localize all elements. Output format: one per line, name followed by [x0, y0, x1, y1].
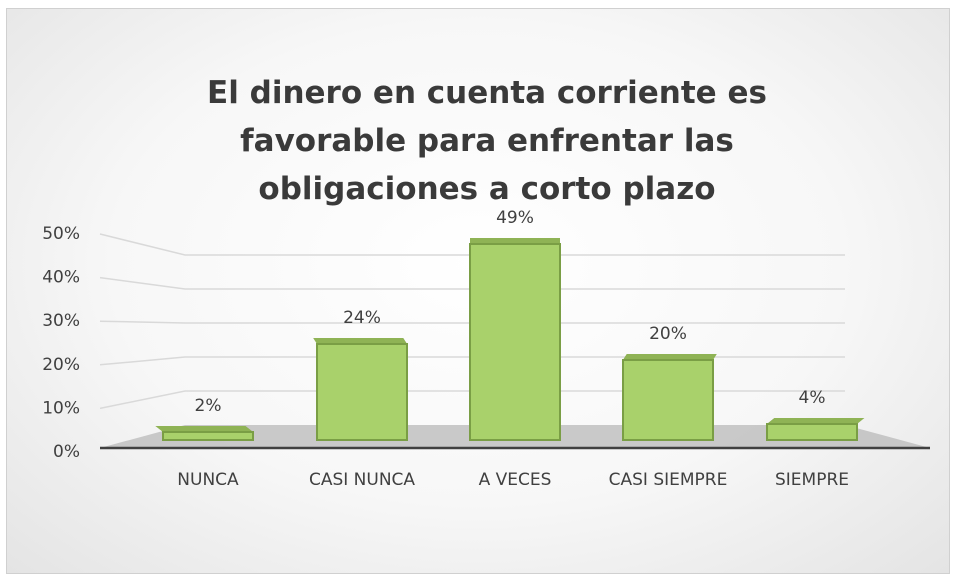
- chart-title: El dinero en cuenta corriente es favorab…: [207, 75, 767, 207]
- bar-top: [155, 426, 253, 432]
- y-tick-label: 40%: [42, 268, 80, 288]
- grid-line: [99, 233, 845, 256]
- y-tick-label: 30%: [42, 311, 80, 331]
- y-tick-label: 10%: [42, 398, 80, 418]
- bar: [622, 359, 714, 441]
- x-tick-label: CASI NUNCA: [309, 470, 415, 490]
- bar-top: [313, 338, 407, 344]
- x-tick-label: A VECES: [479, 470, 552, 490]
- x-tick-label: SIEMPRE: [775, 470, 849, 490]
- x-tick-label: NUNCA: [177, 470, 239, 490]
- x-tick-label: CASI SIEMPRE: [609, 470, 728, 490]
- data-label: 2%: [195, 396, 222, 416]
- bar: [162, 431, 254, 441]
- data-label: 49%: [496, 208, 534, 228]
- grid-line: [99, 320, 845, 324]
- y-tick-label: 50%: [42, 224, 80, 244]
- bar-top: [767, 418, 865, 424]
- bar: [469, 243, 561, 441]
- data-label: 20%: [649, 324, 687, 344]
- y-tick-label: 20%: [42, 355, 80, 375]
- bar: [316, 343, 408, 441]
- bar: [766, 423, 858, 441]
- grid-line: [99, 276, 845, 290]
- bar-top: [470, 238, 560, 244]
- bar-top: [623, 354, 717, 360]
- y-tick-label: 0%: [53, 442, 80, 462]
- data-label: 24%: [343, 308, 381, 328]
- chart-area: El dinero en cuenta corriente es favorab…: [6, 8, 950, 574]
- data-label: 4%: [799, 388, 826, 408]
